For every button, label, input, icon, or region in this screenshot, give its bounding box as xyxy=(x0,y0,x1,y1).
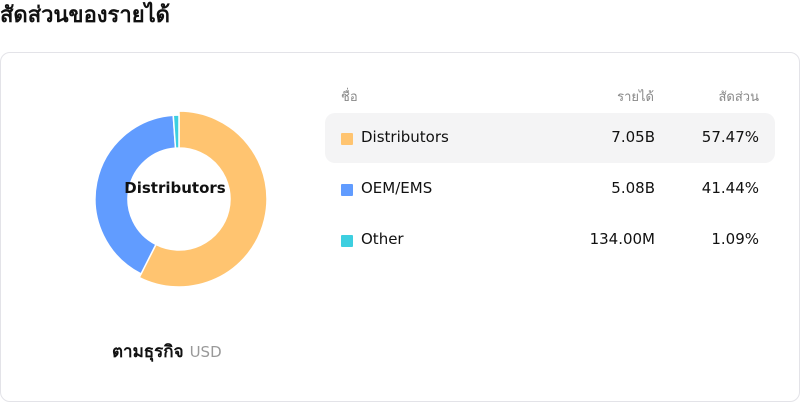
row-name: Other xyxy=(361,230,404,248)
legend-swatch xyxy=(341,235,353,247)
donut-chart[interactable] xyxy=(79,99,279,299)
table-row[interactable]: Other 134.00M 1.09% xyxy=(325,215,775,265)
row-share: 57.47% xyxy=(701,128,759,146)
row-name: Distributors xyxy=(361,128,449,146)
header-share: สัดส่วน xyxy=(718,90,760,105)
row-revenue: 5.08B xyxy=(611,179,655,197)
donut-slice-other[interactable] xyxy=(172,114,180,149)
legend-swatch xyxy=(341,184,353,196)
table-row[interactable]: OEM/EMS 5.08B 41.44% xyxy=(325,164,775,214)
donut-center-label: Distributors xyxy=(124,179,226,197)
header-name: ชื่อ xyxy=(341,90,358,105)
page-title: สัดส่วนของรายได้ xyxy=(0,3,170,28)
table-row[interactable]: Distributors 7.05B 57.47% xyxy=(325,113,775,163)
currency-label: USD xyxy=(189,343,222,361)
row-share: 41.44% xyxy=(701,179,759,197)
donut-slice-distributors[interactable] xyxy=(138,110,268,288)
row-revenue: 7.05B xyxy=(611,128,655,146)
row-share: 1.09% xyxy=(711,230,759,248)
header-revenue: รายได้ xyxy=(617,90,654,105)
legend-swatch xyxy=(341,133,353,145)
row-revenue: 134.00M xyxy=(589,230,655,248)
donut-slice-oem-ems[interactable] xyxy=(94,114,177,275)
segment-label: ตามธุรกิจ xyxy=(112,342,184,362)
row-name: OEM/EMS xyxy=(361,179,433,197)
chart-caption: ตามธุรกิจ USD xyxy=(112,338,222,365)
